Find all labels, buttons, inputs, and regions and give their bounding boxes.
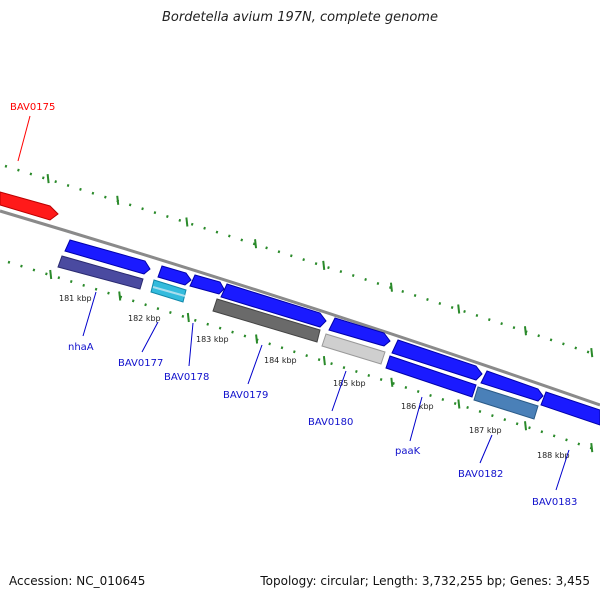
- major-tick: [523, 326, 527, 336]
- gene-arrow-BAV0175[interactable]: [0, 191, 59, 221]
- major-tick: [389, 282, 393, 292]
- genome-backbone: [0, 209, 600, 407]
- gene-arrow-nhaA-forward[interactable]: [64, 239, 151, 275]
- gene-arrow-BAV0180-forward[interactable]: [328, 317, 391, 347]
- gene-arrow-BAV0183-forward[interactable]: [540, 391, 600, 426]
- major-tick: [457, 399, 461, 409]
- tick-label: 182 kbp: [128, 314, 161, 323]
- gene-label-BAV0179[interactable]: BAV0179: [223, 390, 268, 401]
- tick-label: 184 kbp: [264, 356, 297, 365]
- feature-nhaA[interactable]: [57, 255, 144, 290]
- tick-label: 188 kbp: [537, 451, 570, 460]
- major-tick: [590, 347, 594, 358]
- major-tick: [118, 291, 122, 301]
- gene-arrow-paaK-forward[interactable]: [391, 339, 483, 381]
- leader-line-BAV0179: [247, 344, 263, 385]
- gene-label-BAV0175[interactable]: BAV0175: [10, 102, 55, 113]
- tick-labels: 181 kbp 182 kbp 183 kbp 184 kbp 185 kbp …: [59, 294, 570, 460]
- gene-label-BAV0182[interactable]: BAV0182: [458, 469, 503, 480]
- feature-BAV0179[interactable]: [212, 298, 321, 343]
- gene-label-nhaA[interactable]: nhaA: [68, 342, 94, 353]
- major-tick: [186, 312, 190, 323]
- major-tick: [46, 174, 50, 184]
- gene-label-BAV0178[interactable]: BAV0178: [164, 372, 209, 383]
- tick-label: 186 kbp: [401, 402, 434, 411]
- gene-arrow-BAV0179-forward[interactable]: [220, 283, 327, 328]
- major-tick: [590, 442, 594, 453]
- leader-line-BAV0177: [141, 321, 159, 353]
- gene-label-lines: [17, 115, 570, 491]
- tick-label: 183 kbp: [196, 335, 229, 344]
- page-title: Bordetella avium 197N, complete genome: [162, 10, 438, 25]
- major-tick: [255, 334, 259, 344]
- leader-line-BAV0178: [188, 322, 194, 367]
- leader-line-BAV0182: [479, 434, 493, 464]
- feature-BAV0177-stripe: [152, 286, 186, 297]
- gene-label-BAV0183[interactable]: BAV0183: [532, 497, 577, 508]
- gene-label-BAV0177[interactable]: BAV0177: [118, 358, 163, 369]
- major-tick: [524, 421, 528, 431]
- gene-label-BAV0180[interactable]: BAV0180: [308, 417, 353, 428]
- gene-arrow-BAV0177-forward[interactable]: [157, 265, 192, 286]
- major-tick: [49, 269, 53, 280]
- leader-line-paaK: [409, 396, 423, 442]
- major-tick: [116, 195, 120, 205]
- leader-line-nhaA: [82, 291, 97, 337]
- feature-BAV0182[interactable]: [473, 386, 539, 420]
- leader-line-BAV0183: [555, 449, 570, 491]
- gene-labels: BAV0175 nhaA BAV0177 BAV0178 BAV0179 BAV…: [10, 102, 577, 508]
- genome-summary-text: Topology: circular; Length: 3,732,255 bp…: [260, 574, 590, 588]
- gene-arrow-BAV0182-forward[interactable]: [480, 370, 544, 402]
- tick-marks: [46, 174, 594, 453]
- major-tick: [457, 304, 461, 314]
- gene-arrow-BAV0178-forward[interactable]: [189, 274, 225, 295]
- gene-label-paaK[interactable]: paaK: [395, 446, 421, 457]
- inner-dotted-track: [7, 260, 598, 452]
- tick-label: 181 kbp: [59, 294, 92, 303]
- leader-line-BAV0175: [17, 115, 31, 162]
- major-tick: [322, 260, 326, 271]
- major-tick: [185, 217, 189, 227]
- major-tick: [322, 356, 326, 366]
- leader-line-BAV0180: [331, 370, 347, 412]
- accession-text: Accession: NC_010645: [9, 574, 146, 588]
- tick-label: 185 kbp: [333, 379, 366, 388]
- tick-label: 187 kbp: [469, 426, 502, 435]
- major-tick: [254, 239, 258, 249]
- feature-paaK[interactable]: [385, 355, 477, 398]
- major-tick: [390, 377, 394, 387]
- feature-BAV0180[interactable]: [321, 333, 386, 365]
